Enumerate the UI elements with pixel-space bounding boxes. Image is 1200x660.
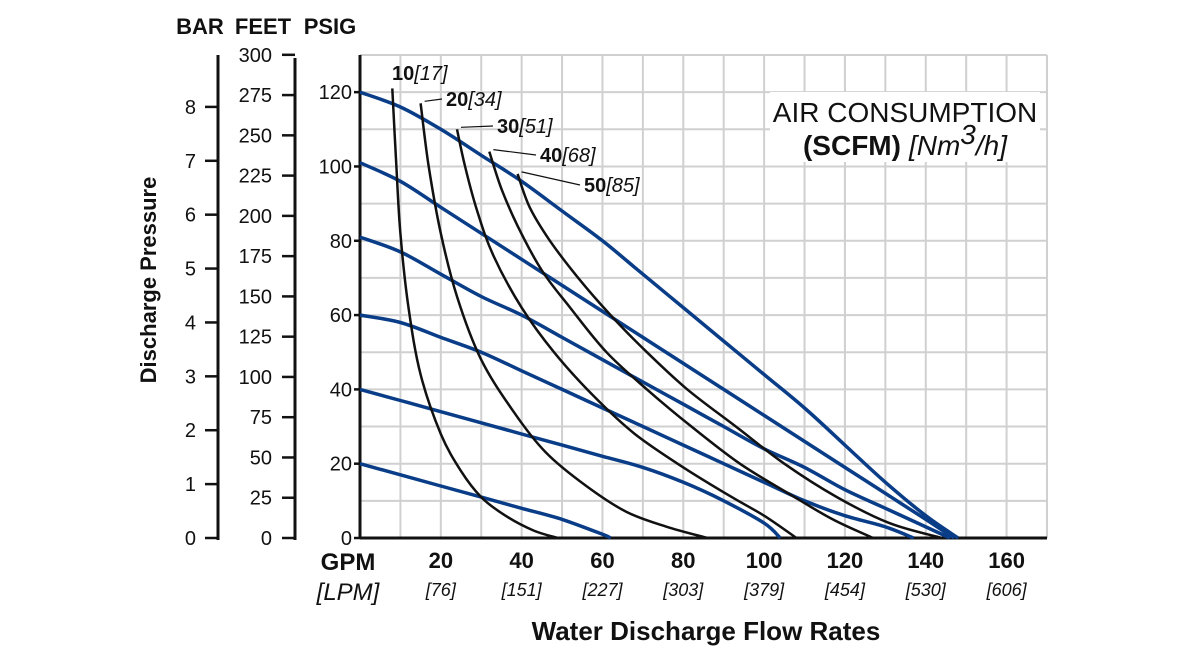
- feet-tick-label: 100: [239, 367, 272, 389]
- air-curve-50-scfm: [516, 173, 943, 540]
- feet-tick-label: 150: [239, 286, 272, 308]
- bar-tick-label: 0: [185, 528, 196, 550]
- y-axis-title: Discharge Pressure: [136, 177, 161, 384]
- x-tick-label-lpm: [379]: [743, 580, 785, 600]
- x-tick-label-gpm: 40: [509, 548, 533, 573]
- feet-tick-label: 275: [239, 85, 272, 107]
- x-axis-title: Water Discharge Flow Rates: [532, 616, 881, 646]
- air-curve-20-scfm: [419, 103, 708, 540]
- bar-tick-label: 8: [185, 97, 196, 119]
- bar-tick-label: 2: [185, 420, 196, 442]
- air-label-30: 30[51]: [497, 116, 553, 138]
- bar-scale-header: BAR: [176, 14, 224, 39]
- air-label-10: 10[17]: [392, 63, 448, 85]
- air-label-20: 20[34]: [446, 89, 502, 111]
- air-consumption-curves: [391, 88, 943, 540]
- feet-tick-label: 25: [250, 488, 272, 510]
- x-tick-label-lpm: [530]: [905, 580, 947, 600]
- air-label-leader: [493, 149, 537, 156]
- x-tick-label-gpm: 140: [907, 548, 944, 573]
- x-tick-label-lpm: [454]: [824, 580, 866, 600]
- feet-tick-label: 300: [239, 45, 272, 67]
- feet-tick-label: 50: [250, 447, 272, 469]
- legend-unit: (SCFM) [Nm3/h]: [803, 119, 1008, 161]
- air-label-50: 50[85]: [584, 175, 640, 197]
- psig-tick-label: 60: [330, 305, 352, 327]
- feet-scale-ticks: 0 25 50 75 100 125 150 175 200 225 250 275 300: [239, 45, 295, 550]
- bar-tick-label: 4: [185, 312, 196, 334]
- psig-tick-label: 20: [330, 454, 352, 476]
- psig-tick-label: 0: [341, 528, 352, 550]
- pressure-curve-40-psig: [359, 387, 782, 540]
- bar-scale-ticks: 0 1 2 3 4 5 6 7 8: [185, 97, 218, 550]
- bar-tick-label: 6: [185, 205, 196, 227]
- x-tick-label-lpm: [606]: [986, 580, 1028, 600]
- pressure-curve-20-psig: [359, 462, 612, 540]
- pressure-curves: [359, 90, 960, 540]
- feet-tick-label: 250: [239, 125, 272, 147]
- bar-tick-label: 7: [185, 151, 196, 173]
- bar-tick-label: 3: [185, 366, 196, 388]
- bar-tick-label: 5: [185, 259, 196, 281]
- feet-tick-label: 125: [239, 327, 272, 349]
- x-tick-label-gpm: 20: [429, 548, 453, 573]
- psig-tick-label: 120: [319, 82, 352, 104]
- air-label-leader: [460, 125, 494, 128]
- legend-background: [770, 92, 1040, 162]
- x-axis-ticks: 20 [76] 40 [151] 60 [227] 80 [303] 100 [379] 120 [4…: [425, 548, 1028, 600]
- air-label-40: 40[68]: [540, 145, 596, 167]
- x-tick-label-gpm: 80: [671, 548, 695, 573]
- feet-tick-label: 0: [261, 528, 272, 550]
- pressure-curve-80-psig: [359, 235, 951, 540]
- pressure-curve-100-psig: [359, 161, 956, 540]
- psig-tick-label: 100: [319, 156, 352, 178]
- psig-tick-label: 40: [330, 379, 352, 401]
- air-curve-labels: 10[17] 20[34] 30[51] 40[68] 50[85]: [392, 63, 640, 197]
- psig-scale-header: PSIG: [304, 14, 357, 39]
- feet-tick-label: 175: [239, 246, 272, 268]
- x-tick-label-lpm: [151]: [501, 580, 543, 600]
- feet-tick-label: 75: [250, 407, 272, 429]
- feet-tick-label: 225: [239, 166, 272, 188]
- x-tick-label-gpm: 100: [746, 548, 783, 573]
- feet-scale-header: FEET: [235, 14, 292, 39]
- x-tick-label-lpm: [76]: [425, 580, 457, 600]
- x-tick-label-gpm: 160: [988, 548, 1025, 573]
- x-unit-gpm: GPM: [321, 549, 376, 576]
- bar-tick-label: 1: [185, 474, 196, 496]
- psig-scale-ticks: 0 20 40 60 80 100 120: [319, 82, 360, 550]
- x-tick-label-gpm: 60: [590, 548, 614, 573]
- air-curve-30-scfm: [455, 129, 798, 540]
- x-tick-label-gpm: 120: [827, 548, 864, 573]
- air-curve-10-scfm: [391, 88, 559, 540]
- x-tick-label-lpm: [303]: [662, 580, 704, 600]
- legend-title: AIR CONSUMPTION: [773, 97, 1037, 128]
- x-tick-label-lpm: [227]: [581, 580, 623, 600]
- x-unit-lpm: [LPM]: [316, 579, 381, 606]
- air-label-leader: [521, 171, 581, 186]
- air-curve-40-scfm: [488, 151, 874, 540]
- psig-tick-label: 80: [330, 231, 352, 253]
- pressure-curve-60-psig: [359, 313, 915, 540]
- feet-tick-label: 200: [239, 206, 272, 228]
- pressure-curve-120-psig: [359, 90, 960, 540]
- air-label-leader: [424, 98, 443, 102]
